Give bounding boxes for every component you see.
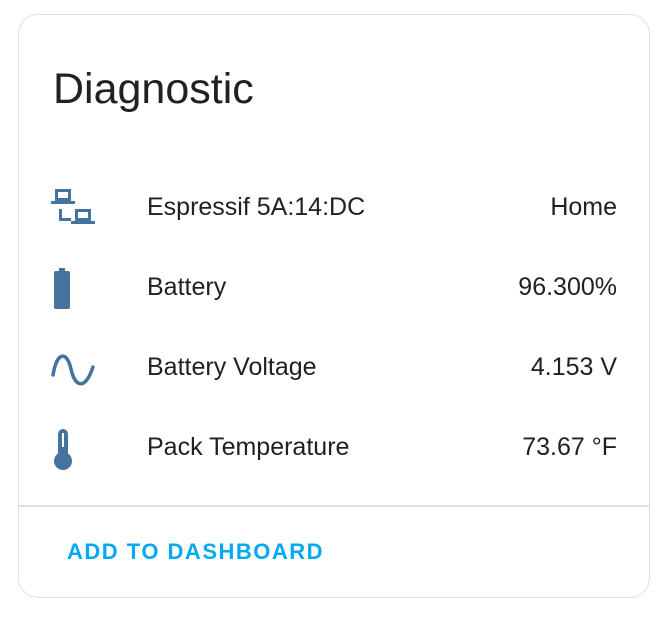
sine-wave-icon xyxy=(49,347,99,393)
entity-row-battery[interactable]: Battery 96.300% xyxy=(19,255,649,315)
card-title: Diagnostic xyxy=(53,65,254,113)
divider xyxy=(19,505,649,507)
diagnostic-card: Diagnostic Espressif 5A:14:DC Home Batte… xyxy=(18,14,650,598)
entity-row-temperature[interactable]: Pack Temperature 73.67 °F xyxy=(19,415,649,475)
battery-icon xyxy=(49,267,99,313)
entity-value: 73.67 °F xyxy=(522,433,617,461)
entity-label: Battery Voltage xyxy=(147,353,317,381)
entity-value: 4.153 V xyxy=(530,353,617,381)
entity-value: Home xyxy=(550,193,617,221)
add-to-dashboard-button[interactable]: ADD TO DASHBOARD xyxy=(67,539,325,564)
thermometer-icon xyxy=(49,427,99,473)
entity-label: Pack Temperature xyxy=(147,433,350,461)
lan-icon xyxy=(49,187,99,233)
entity-row-voltage[interactable]: Battery Voltage 4.153 V xyxy=(19,335,649,395)
entity-value: 96.300% xyxy=(518,273,617,301)
entity-row-network[interactable]: Espressif 5A:14:DC Home xyxy=(19,175,649,235)
entity-label: Battery xyxy=(147,273,227,301)
entity-label: Espressif 5A:14:DC xyxy=(147,193,366,221)
